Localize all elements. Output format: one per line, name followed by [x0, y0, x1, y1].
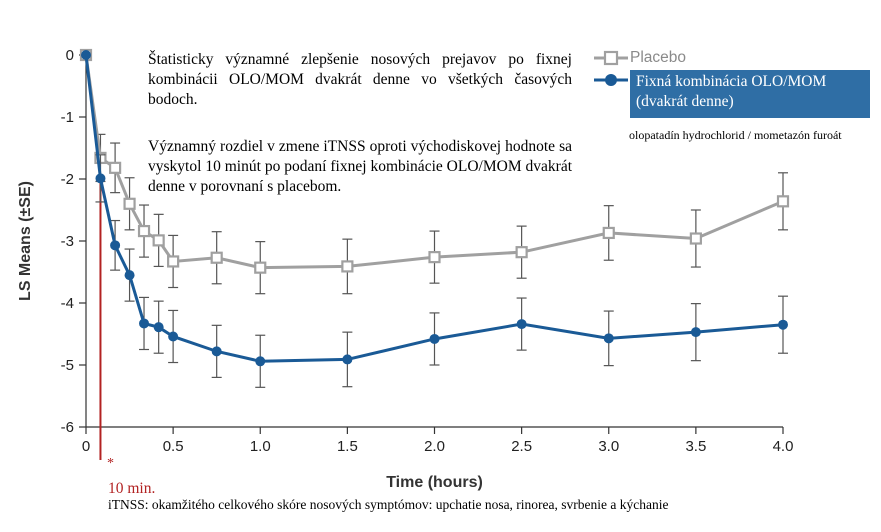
x-tick-label: 3.0	[598, 438, 619, 455]
active-legend-marker	[594, 74, 628, 86]
data-point	[152, 234, 165, 247]
data-point	[110, 240, 121, 251]
x-tick-label: 2.0	[424, 438, 445, 455]
data-point	[776, 195, 790, 208]
x-tick-label: 1.0	[250, 438, 271, 455]
footnote: iTNSS: okamžitého celkového skóre nosový…	[108, 497, 669, 512]
marker-star: *	[107, 456, 114, 471]
data-point	[81, 50, 91, 60]
x-tick-label: 0.5	[163, 438, 184, 455]
data-point	[341, 260, 354, 273]
data-point	[428, 251, 441, 264]
legend-label-active-line1: Fixná kombinácia OLO/MOM	[636, 73, 827, 90]
x-tick-label: 0	[82, 438, 90, 455]
x-axis-label: Time (hours)	[386, 474, 483, 491]
data-point	[139, 318, 150, 329]
x-tick-label: 4.0	[773, 438, 794, 455]
annotation-difference: Významný rozdiel v zmene iTNSS oproti vý…	[148, 138, 572, 195]
data-point	[515, 246, 528, 259]
data-point	[255, 356, 266, 367]
x-tick-label: 1.5	[337, 438, 358, 455]
annotation-significance: Štatisticky významné zlepšenie nosových …	[148, 51, 572, 108]
legend-label-placebo: Placebo	[630, 49, 687, 66]
data-point	[603, 333, 614, 344]
data-point	[137, 224, 151, 238]
y-axis-label: LS Means (±SE)	[17, 181, 34, 301]
data-point	[168, 331, 179, 342]
y-tick-label: -5	[61, 357, 74, 374]
x-tick-label: 3.5	[685, 438, 706, 455]
legend-item-active	[594, 70, 874, 90]
y-tick-label: -6	[61, 419, 74, 436]
y-tick-label: 0	[66, 47, 74, 64]
y-tick-label: -3	[61, 233, 74, 250]
placebo-legend-marker	[594, 50, 628, 66]
data-point	[778, 319, 788, 330]
series-active	[81, 50, 788, 388]
data-point	[167, 255, 180, 268]
data-point	[689, 232, 702, 245]
data-point	[211, 346, 222, 357]
data-point	[690, 327, 701, 338]
y-tick-label: -2	[61, 171, 74, 188]
data-point	[108, 161, 122, 174]
data-point	[254, 261, 267, 274]
y-tick-label: -4	[61, 295, 74, 312]
data-point	[123, 197, 136, 210]
legend-label-active-box: Fixná kombinácia OLO/MOM (dvakrát denne)	[630, 70, 870, 118]
x-tick-label: 2.5	[511, 438, 532, 455]
legend: Placebo	[594, 48, 874, 90]
y-tick-label: -1	[61, 109, 74, 126]
data-point	[124, 270, 135, 281]
data-point	[429, 333, 440, 344]
legend-note: olopatadín hydrochlorid / mometazón furo…	[629, 128, 842, 142]
data-point	[342, 354, 353, 365]
data-point	[210, 251, 223, 264]
axes: 0 -1 -2 -3 -4 -5 -6 0 0.5 1.0 1.5 2.0 2.5 3.0 3.5 4.0 Ti…	[17, 47, 793, 491]
data-point	[602, 226, 615, 240]
legend-label-active-line2: (dvakrát denne)	[636, 93, 734, 110]
series-layer	[79, 48, 790, 460]
legend-item-placebo: Placebo	[594, 48, 874, 68]
marker-label-10-min: 10 min.	[108, 480, 156, 497]
data-point	[95, 173, 106, 184]
data-point	[153, 322, 164, 333]
data-point	[516, 319, 527, 330]
